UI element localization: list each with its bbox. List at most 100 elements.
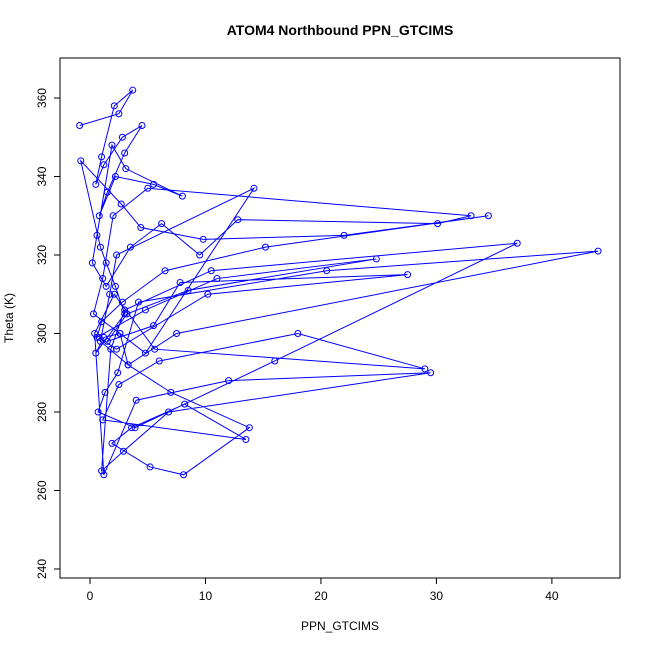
data-point	[146, 463, 154, 471]
x-tick-label: 0	[87, 589, 94, 603]
data-point	[96, 243, 104, 251]
data-point	[98, 153, 106, 161]
data-point	[150, 322, 158, 330]
data-point	[108, 439, 116, 447]
data-point	[513, 239, 521, 247]
data-point	[121, 310, 129, 318]
y-tick-label: 360	[35, 88, 49, 108]
data-point	[135, 298, 143, 306]
data-point	[129, 86, 137, 94]
data-point	[323, 267, 331, 275]
data-point	[151, 345, 159, 353]
y-tick-label: 320	[35, 245, 49, 265]
data-point	[100, 471, 108, 479]
data-point	[250, 184, 258, 192]
data-point	[111, 173, 119, 181]
data-point	[115, 110, 123, 118]
data-point	[103, 337, 111, 345]
data-point	[173, 330, 181, 338]
data-point	[234, 216, 242, 224]
data-point	[111, 282, 119, 290]
data-point	[114, 369, 122, 377]
data-point	[404, 271, 412, 279]
data-point	[98, 318, 106, 326]
data-point	[88, 259, 96, 267]
data-point	[76, 122, 84, 130]
data-point	[118, 298, 126, 306]
data-point	[93, 231, 101, 239]
data-point	[110, 290, 118, 298]
data-point	[144, 184, 152, 192]
y-tick-label: 280	[35, 402, 49, 422]
chart-title: ATOM4 Northbound PPN_GTCIMS	[227, 22, 454, 38]
data-point	[110, 102, 118, 110]
data-point	[122, 165, 130, 173]
y-tick-label: 240	[35, 559, 49, 579]
data-point	[196, 251, 204, 259]
x-tick-label: 30	[430, 589, 444, 603]
data-point	[167, 388, 175, 396]
data-line	[79, 89, 599, 476]
data-point	[106, 290, 114, 298]
data-point	[155, 357, 163, 365]
data-point	[207, 267, 215, 275]
data-point	[150, 180, 158, 188]
data-point	[131, 424, 139, 432]
data-point	[103, 188, 111, 196]
data-point	[102, 259, 110, 267]
data-point	[213, 275, 221, 283]
x-axis-label: PPN_GTCIMS	[301, 619, 379, 633]
data-point	[117, 200, 125, 208]
data-point	[137, 224, 145, 232]
data-point	[120, 447, 128, 455]
data-point	[467, 212, 475, 220]
data-point	[77, 157, 85, 165]
data-point	[372, 255, 380, 263]
data-point	[128, 424, 136, 432]
y-axis-label: Theta (K)	[2, 293, 16, 343]
data-point	[123, 310, 131, 318]
y-tick-label: 340	[35, 166, 49, 186]
data-point	[138, 122, 146, 130]
data-point	[176, 278, 184, 286]
data-point	[180, 471, 188, 479]
data-point	[181, 400, 189, 408]
data-point	[113, 345, 121, 353]
data-point	[434, 220, 442, 228]
data-point	[271, 357, 279, 365]
data-point	[199, 235, 207, 243]
data-point	[96, 337, 104, 345]
data-point	[115, 381, 123, 389]
y-tick-label: 300	[35, 323, 49, 343]
data-point	[124, 361, 132, 369]
data-point	[141, 349, 149, 357]
y-tick-label: 260	[35, 480, 49, 500]
x-tick-label: 10	[199, 589, 213, 603]
data-point	[421, 365, 429, 373]
data-point	[184, 286, 192, 294]
data-point	[89, 310, 97, 318]
data-point	[92, 180, 100, 188]
data-point	[108, 141, 116, 149]
data-point	[225, 377, 233, 385]
data-point	[91, 330, 99, 338]
data-point	[121, 149, 129, 157]
x-tick-label: 40	[545, 589, 559, 603]
data-point	[113, 251, 121, 259]
data-point	[165, 408, 173, 416]
data-point	[100, 161, 108, 169]
data-point	[132, 396, 140, 404]
data-point	[118, 133, 126, 141]
data-point	[101, 388, 109, 396]
data-point	[116, 330, 124, 338]
data-point	[100, 333, 108, 341]
data-point	[102, 282, 110, 290]
data-point	[262, 243, 270, 251]
data-point	[340, 231, 348, 239]
data-point	[178, 192, 186, 200]
data-point	[158, 220, 166, 228]
data-point	[95, 333, 103, 341]
data-point	[161, 267, 169, 275]
data-point	[92, 349, 100, 357]
data-point	[99, 275, 107, 283]
